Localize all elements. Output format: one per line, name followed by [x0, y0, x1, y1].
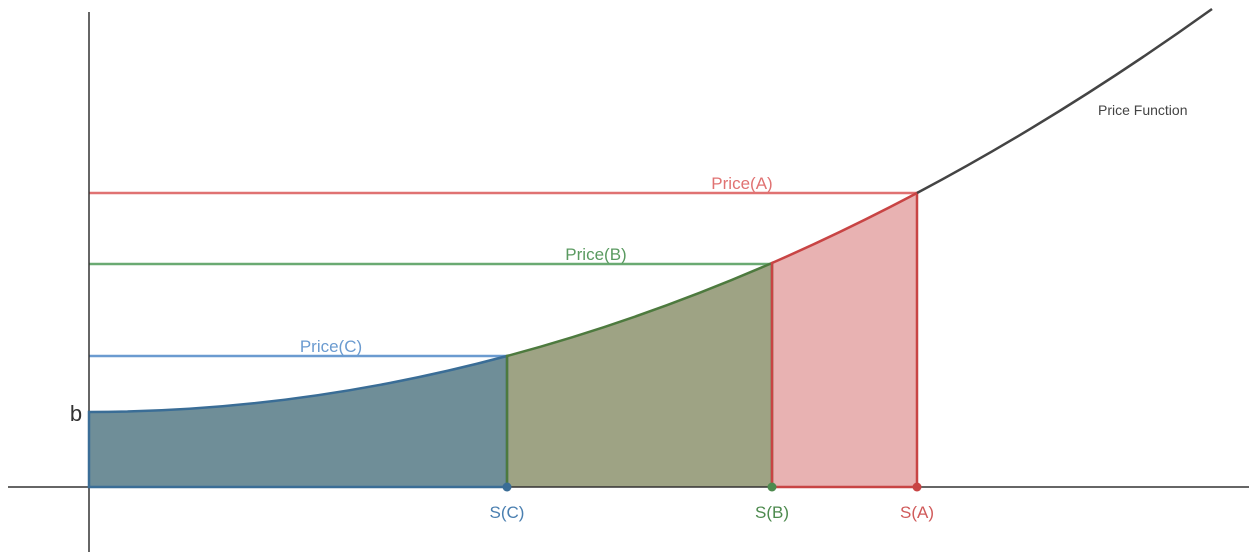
region-a-border — [770, 190, 919, 489]
price-function-curve — [916, 7, 1213, 195]
region-b — [507, 263, 772, 487]
region-a — [772, 193, 917, 487]
point-s-a — [912, 482, 922, 492]
region-b-border — [505, 261, 774, 487]
s-c-label: S(C) — [490, 503, 525, 522]
price-b-label: Price(B) — [565, 245, 626, 264]
intercept-label: b — [70, 401, 82, 426]
point-s-c — [502, 482, 512, 492]
s-a-label: S(A) — [900, 503, 934, 522]
region-c — [89, 356, 507, 487]
price-a-label: Price(A) — [711, 174, 772, 193]
price-c-label: Price(C) — [300, 337, 362, 356]
s-b-label: S(B) — [755, 503, 789, 522]
point-s-b — [767, 482, 777, 492]
region-c-border — [87, 354, 509, 489]
price-function-label: Price Function — [1098, 102, 1187, 118]
